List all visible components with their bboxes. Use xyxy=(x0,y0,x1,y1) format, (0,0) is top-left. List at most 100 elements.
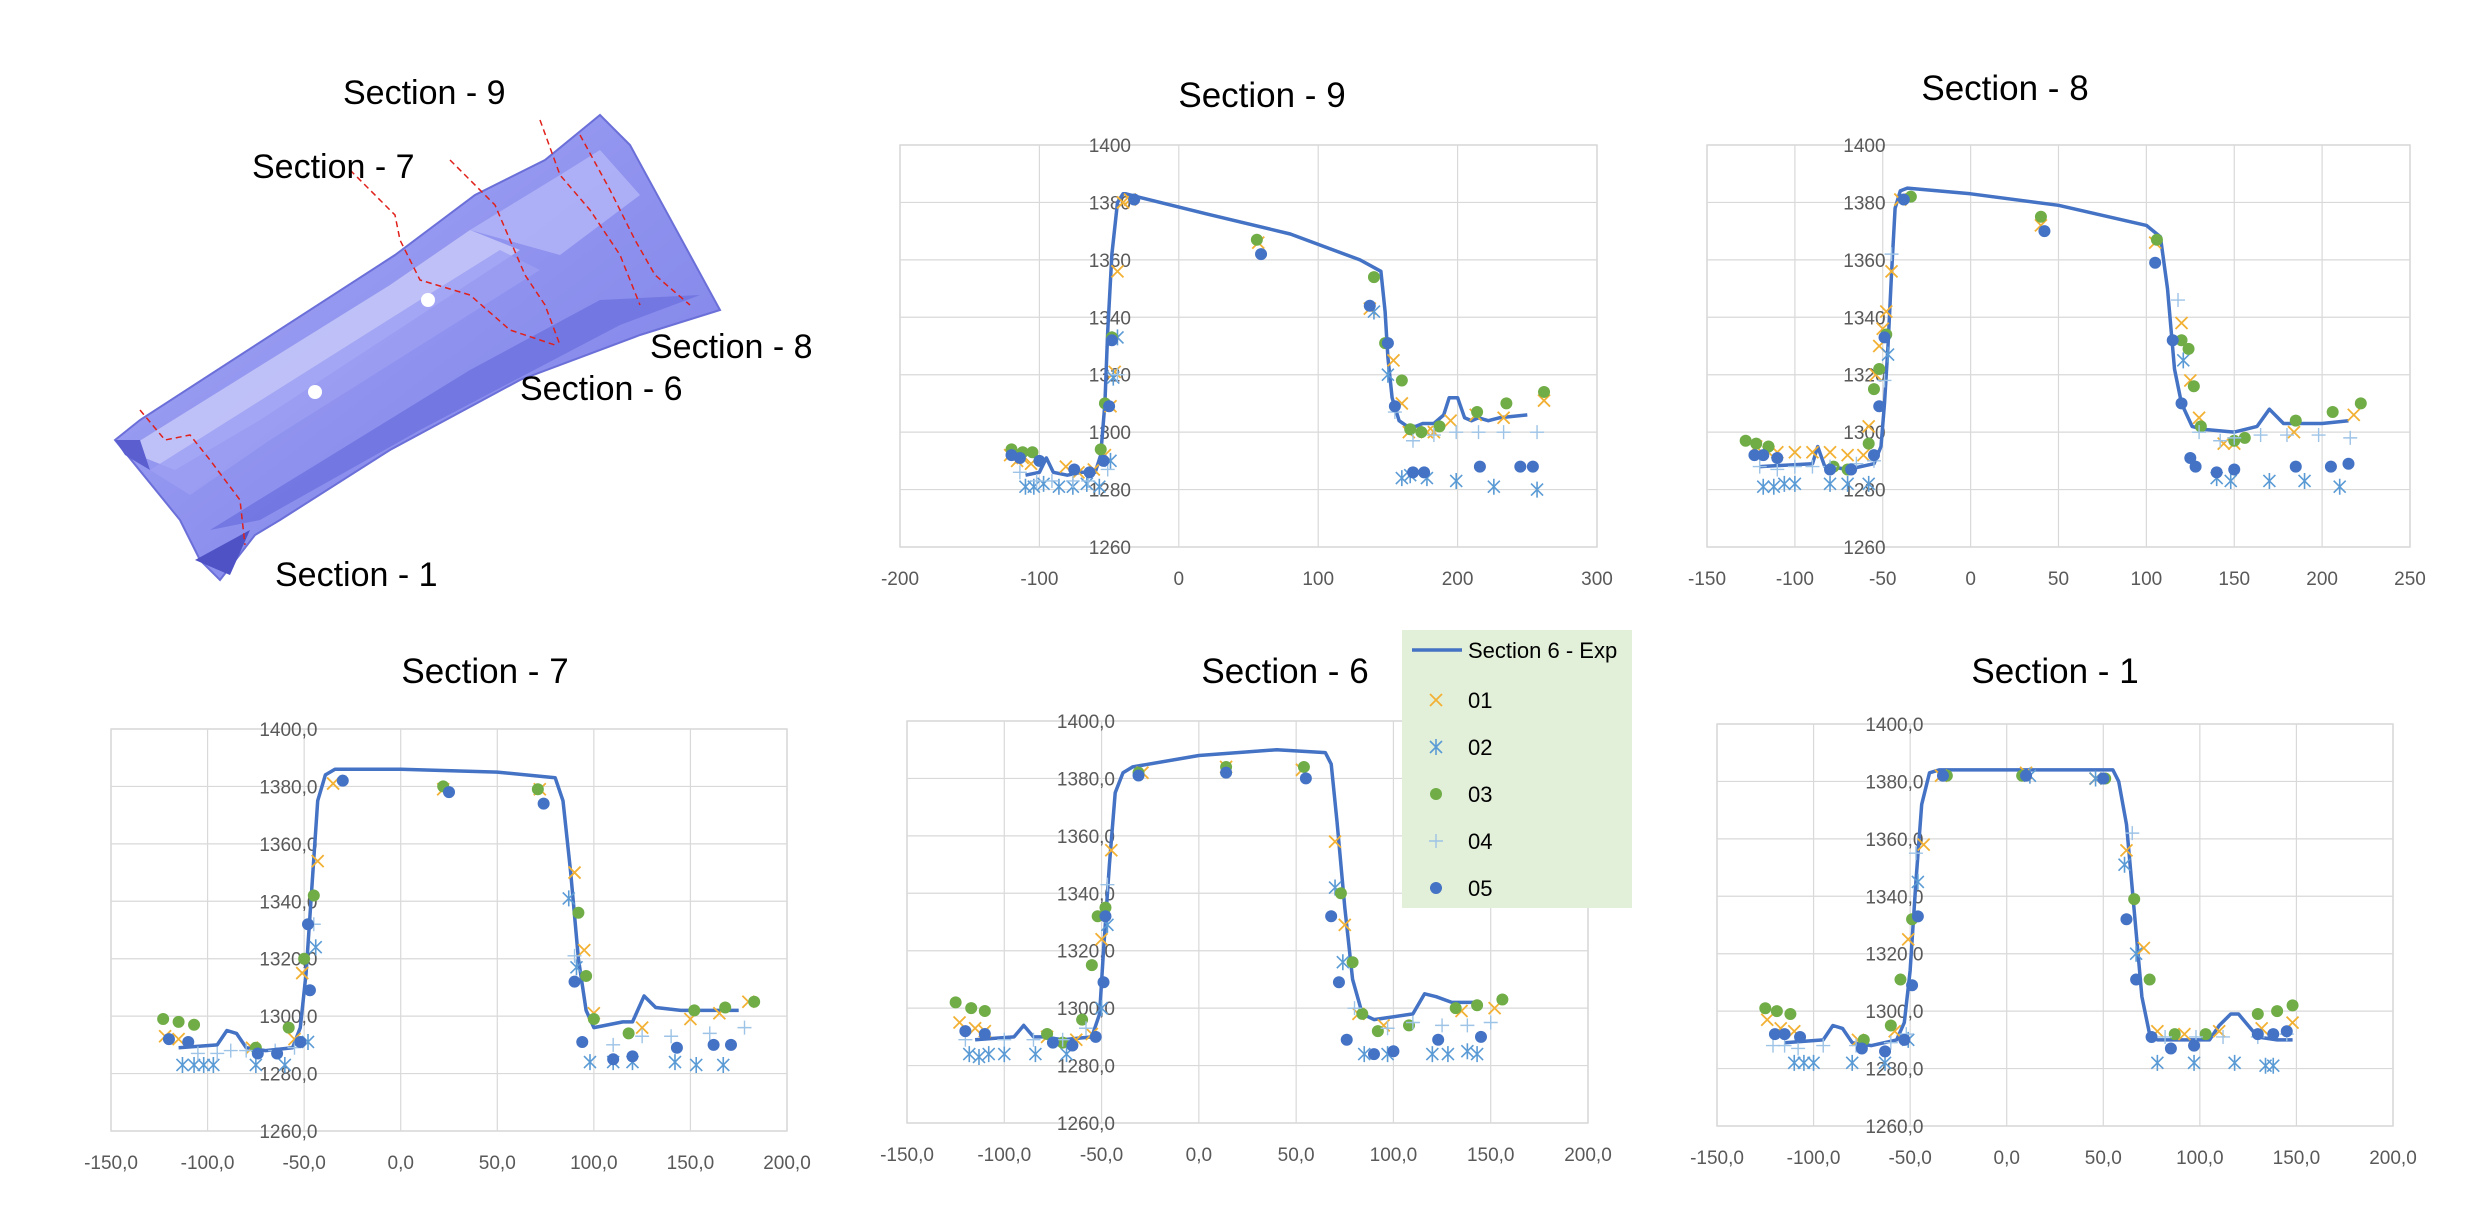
series-03 xyxy=(1005,233,1551,459)
data-point xyxy=(1883,1035,1898,1050)
series-02 xyxy=(962,879,1484,1065)
data-point xyxy=(1845,1054,1859,1071)
data-point xyxy=(1787,459,1802,474)
data-point xyxy=(1418,466,1431,479)
data-point xyxy=(2166,334,2179,347)
data-point xyxy=(1805,445,1820,459)
part-label-section-7: Section - 7 xyxy=(252,148,415,186)
data-point xyxy=(607,1053,620,1066)
data-point xyxy=(2120,913,2133,926)
data-point xyxy=(670,1041,683,1054)
data-point xyxy=(688,1004,701,1017)
legend-swatch xyxy=(1429,739,1443,755)
chart-title: Section - 1 xyxy=(1971,652,2138,691)
data-point xyxy=(1840,448,1855,462)
y-tick-label: 1260,0 xyxy=(1865,1117,1923,1138)
data-point xyxy=(1380,1021,1395,1036)
x-tick-label: 50,0 xyxy=(479,1153,516,1174)
y-tick-label: 1280,0 xyxy=(259,1065,317,1086)
data-point xyxy=(2192,425,2207,440)
data-point xyxy=(668,1054,682,1071)
data-point xyxy=(1514,460,1527,473)
y-tick-label: 1380,0 xyxy=(1865,772,1923,793)
data-point xyxy=(278,1056,292,1073)
series-05 xyxy=(959,766,1487,1061)
legend-swatch xyxy=(1430,788,1442,800)
plot-frame xyxy=(899,144,1598,548)
x-tick-label: -50 xyxy=(1869,569,1896,590)
legend-label: 02 xyxy=(1468,735,1492,760)
data-point xyxy=(1771,451,1784,464)
y-tick-label: 1340 xyxy=(1843,308,1885,329)
data-point xyxy=(1768,1028,1781,1041)
x-tick-label: 0 xyxy=(1965,569,1976,590)
data-point xyxy=(1867,383,1880,396)
data-point xyxy=(2150,1054,2164,1071)
data-point xyxy=(1500,397,1513,410)
y-tick-label: 1280,0 xyxy=(1865,1060,1923,1081)
data-point xyxy=(336,774,349,787)
data-point xyxy=(1386,353,1401,367)
data-point xyxy=(1784,1008,1797,1021)
data-point xyxy=(2034,210,2047,223)
chart-1: Section - 8 -150 -100 -50 0 50 100 150 200 250 126… xyxy=(1688,69,2426,590)
data-point xyxy=(1116,195,1130,210)
data-point xyxy=(1823,475,1837,492)
data-point xyxy=(1496,993,1509,1006)
data-point xyxy=(175,1056,190,1073)
data-point xyxy=(1770,462,1785,477)
data-point xyxy=(1901,932,1915,946)
series-03 xyxy=(157,780,761,1054)
series-02 xyxy=(1787,767,2280,1074)
x-tick-label: -150,0 xyxy=(1690,1148,1744,1169)
data-point xyxy=(962,1046,976,1063)
data-point xyxy=(1807,1054,1821,1071)
data-point xyxy=(531,783,544,796)
series-01 xyxy=(1003,192,1551,479)
data-point xyxy=(2326,406,2339,419)
chart-title: Section - 9 xyxy=(1178,76,1345,115)
chart-title: Section - 8 xyxy=(1921,69,2088,108)
legend-label: 05 xyxy=(1468,876,1492,901)
data-point xyxy=(2158,1029,2173,1044)
data-point xyxy=(2128,893,2141,906)
data-point xyxy=(162,1033,175,1046)
data-point xyxy=(1762,440,1775,453)
data-point xyxy=(568,975,581,988)
y-tick-label: 1320,0 xyxy=(1865,945,1923,966)
data-point xyxy=(1433,420,1446,433)
x-tick-label: -150,0 xyxy=(84,1153,138,1174)
data-point xyxy=(197,1056,211,1073)
data-point xyxy=(1449,1002,1462,1015)
data-point xyxy=(1841,475,1855,492)
series-line xyxy=(1025,192,1528,477)
x-tick-label: -50,0 xyxy=(1080,1145,1123,1166)
data-point xyxy=(1770,1005,1783,1018)
data-point xyxy=(1347,1001,1362,1016)
data-point xyxy=(1449,472,1463,489)
data-point xyxy=(1797,1054,1811,1071)
data-point xyxy=(635,1029,650,1044)
part-label-section-6: Section - 6 xyxy=(520,370,683,408)
data-point xyxy=(2251,1028,2264,1041)
data-point xyxy=(580,969,593,982)
data-point xyxy=(1855,1042,1868,1055)
data-point xyxy=(1460,1018,1475,1033)
chart-2: Section - 7 -150,0 -100,0 -50,0 0,0 50,0 100,0… xyxy=(84,652,811,1174)
x-tick-label: 150 xyxy=(2218,569,2250,590)
data-point xyxy=(2145,1030,2158,1043)
data-point xyxy=(997,1046,1011,1063)
data-point xyxy=(2129,945,2143,962)
y-tick-label: 1300,0 xyxy=(1865,1002,1923,1023)
data-point xyxy=(2150,233,2163,246)
data-point xyxy=(1405,433,1420,448)
y-tick-label: 1400,0 xyxy=(1057,712,1115,733)
series-04 xyxy=(1766,826,2294,1056)
data-point xyxy=(1110,367,1125,382)
data-point xyxy=(2182,342,2195,355)
y-tick-label: 1380,0 xyxy=(259,777,317,798)
data-point xyxy=(1325,910,1338,923)
data-point xyxy=(2137,941,2151,955)
data-point xyxy=(748,995,761,1008)
data-point xyxy=(1805,459,1820,474)
